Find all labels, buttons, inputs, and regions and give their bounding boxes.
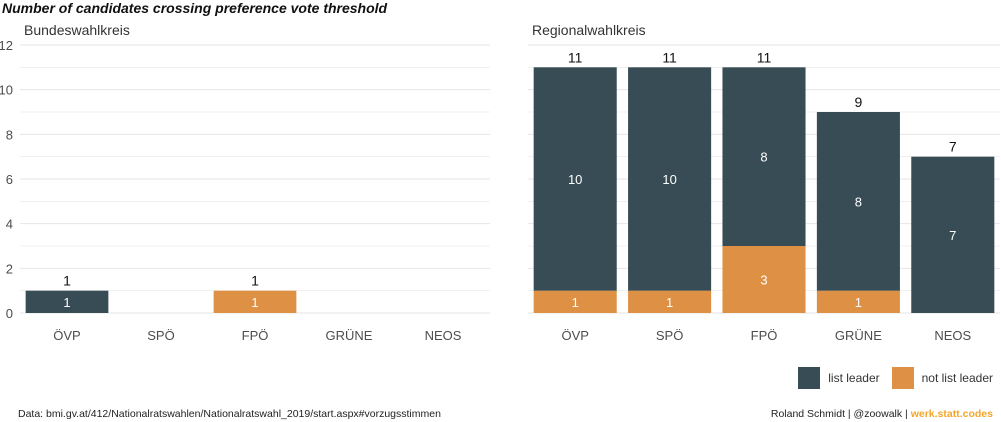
y-tick-label: 4 <box>6 217 13 232</box>
legend: list leader not list leader <box>786 367 993 389</box>
bar-total-label: 7 <box>949 139 957 155</box>
bar-value-label: 1 <box>251 295 258 310</box>
bar-total-label: 1 <box>63 273 71 289</box>
y-tick-label: 6 <box>6 172 13 187</box>
bar-value-label: 1 <box>63 295 70 310</box>
panel-title-bund: Bundeswahlkreis <box>24 22 130 38</box>
bar-value-label: 7 <box>949 228 956 243</box>
bar-regional-list-leader <box>533 67 617 291</box>
x-tick-label: FPÖ <box>242 328 269 343</box>
x-tick-label: GRÜNE <box>326 328 373 343</box>
x-tick-label: FPÖ <box>751 328 778 343</box>
panel-title-regional: Regionalwahlkreis <box>532 22 646 38</box>
source-caption: Data: bmi.gv.at/412/Nationalratswahlen/N… <box>18 408 441 420</box>
bar-value-label: 8 <box>760 150 767 165</box>
bar-total-label: 11 <box>662 49 677 65</box>
bar-bund-not-list-leader <box>213 290 297 313</box>
y-tick-label: 12 <box>0 38 13 53</box>
bar-regional-not-list-leader <box>533 290 617 313</box>
legend-item-list-leader: list leader <box>798 367 880 389</box>
brand-text: werk.statt.codes <box>910 408 993 420</box>
bar-regional-list-leader <box>628 67 712 291</box>
bar-total-label: 11 <box>568 49 583 65</box>
bar-regional-not-list-leader <box>628 290 712 313</box>
x-tick-label: ÖVP <box>561 328 588 343</box>
bar-total-label: 11 <box>757 49 772 65</box>
bar-value-label: 1 <box>572 295 579 310</box>
author-text: Roland Schmidt | @zoowalk | <box>770 408 911 420</box>
bar-value-label: 1 <box>666 295 673 310</box>
x-tick-label: NEOS <box>934 328 971 343</box>
chart-title: Number of candidates crossing preference… <box>2 0 388 16</box>
y-tick-label: 8 <box>6 127 13 142</box>
bar-regional-list-leader <box>722 67 806 246</box>
x-tick-label: NEOS <box>425 328 462 343</box>
bar-value-label: 8 <box>855 194 862 209</box>
bar-regional-not-list-leader <box>816 290 900 313</box>
bar-regional-list-leader <box>911 156 995 313</box>
y-tick-label: 0 <box>6 306 13 321</box>
bar-total-label: 1 <box>251 273 259 289</box>
author-caption: Roland Schmidt | @zoowalk | werk.statt.c… <box>771 408 993 420</box>
y-tick-label: 10 <box>0 83 13 98</box>
x-tick-label: ÖVP <box>53 328 80 343</box>
legend-label-not-list-leader: not list leader <box>921 371 993 385</box>
bar-regional-not-list-leader <box>722 246 806 313</box>
bar-value-label: 1 <box>855 295 862 310</box>
bar-value-label: 3 <box>760 273 767 288</box>
bar-bund-list-leader <box>25 290 109 313</box>
legend-item-not-list-leader: not list leader <box>891 367 993 389</box>
bar-total-label: 9 <box>855 94 863 110</box>
x-tick-label: SPÖ <box>656 328 683 343</box>
legend-swatch-not-list-leader <box>891 367 914 389</box>
bar-value-label: 10 <box>568 172 582 187</box>
x-tick-label: SPÖ <box>147 328 174 343</box>
legend-swatch-list-leader <box>798 367 821 389</box>
x-tick-label: GRÜNE <box>835 328 882 343</box>
y-tick-label: 2 <box>6 261 13 276</box>
legend-label-list-leader: list leader <box>828 371 880 385</box>
bar-value-label: 10 <box>662 172 676 187</box>
bar-regional-list-leader <box>816 112 900 291</box>
